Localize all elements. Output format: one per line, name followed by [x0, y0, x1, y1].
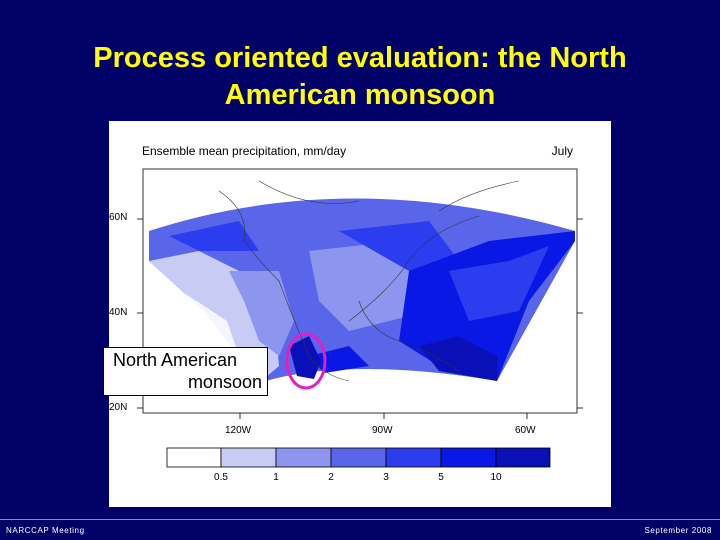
callout-line-2: monsoon: [187, 372, 262, 392]
lat-label-60n: 60N: [109, 212, 128, 223]
precipitation-map: [137, 168, 583, 468]
colorbar-tick-label: 2: [328, 472, 334, 483]
footer-right: September 2008: [644, 526, 712, 535]
lon-label-120w: 120W: [225, 425, 252, 436]
colorbar-tick-label: 1: [273, 472, 279, 483]
colorbar: [166, 447, 551, 468]
colorbar-tick-label: 5: [438, 472, 444, 483]
slide-title: Process oriented evaluation: the North A…: [93, 42, 627, 111]
footer-left: NARCCAP Meeting: [6, 526, 85, 535]
lon-label-90w: 90W: [372, 425, 393, 436]
footer-divider: [0, 519, 720, 520]
map-month: July: [551, 144, 573, 158]
monsoon-callout: North American monsoon: [103, 347, 268, 396]
map-title: Ensemble mean precipitation, mm/day: [142, 144, 347, 158]
lon-label-60w: 60W: [515, 425, 536, 436]
colorbar-tick-label: 0.5: [214, 472, 228, 483]
callout-line-1: North American: [113, 350, 238, 370]
monsoon-highlight-ellipse: [285, 332, 327, 390]
lat-label-20n: 20N: [109, 402, 128, 413]
colorbar-tick-label: 3: [383, 472, 389, 483]
precipitation-map-figure: Ensemble mean precipitation, mm/day July…: [109, 121, 611, 507]
lat-label-40n: 40N: [109, 307, 128, 318]
colorbar-tick-label: 10: [490, 472, 502, 483]
